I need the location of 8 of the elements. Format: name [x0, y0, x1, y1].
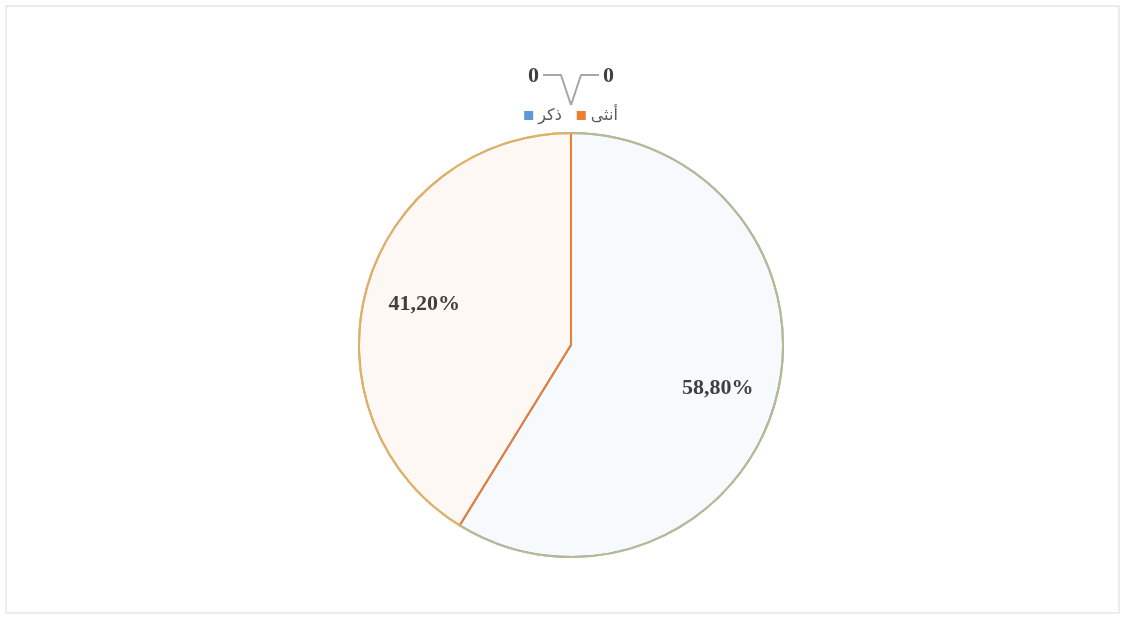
data-label: 58,80% — [682, 373, 754, 399]
pie-slice — [358, 132, 572, 527]
pie-slice — [458, 132, 784, 558]
text: 0 — [528, 62, 539, 87]
text: 0 — [603, 62, 614, 87]
legend-label: أنثى — [590, 104, 618, 124]
legend-label: ذكر — [537, 105, 562, 125]
data-label: 41,20% — [388, 290, 460, 316]
